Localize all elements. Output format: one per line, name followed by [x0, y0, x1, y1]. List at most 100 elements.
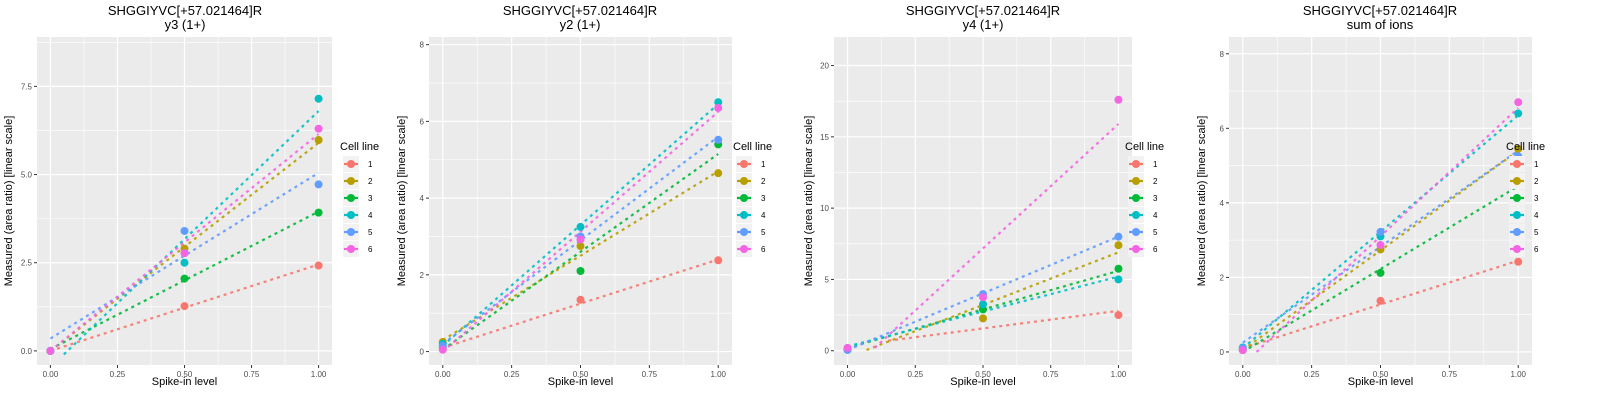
legend-label: 5	[761, 228, 766, 237]
y-tick-label: 5	[825, 275, 830, 284]
legend-label: 6	[1534, 245, 1539, 254]
x-tick-label: 0.25	[110, 370, 126, 379]
legend-label: 5	[1153, 228, 1158, 237]
legend-label: 4	[1534, 211, 1539, 220]
plot-marks	[438, 98, 723, 354]
fit-line-cell-line-2	[866, 251, 1119, 352]
data-point-cell-line-3	[1114, 264, 1123, 273]
data-point-cell-line-1	[1376, 296, 1385, 305]
data-point-cell-line-1	[714, 256, 723, 265]
x-tick-label: 0.25	[504, 370, 520, 379]
legend: Cell line 1 2 3 4 5 6	[1506, 141, 1545, 257]
y-tick-label: 6	[420, 117, 425, 126]
y-tick-label: 0	[825, 347, 830, 356]
legend-key-point	[740, 194, 748, 202]
legend-label: 4	[761, 211, 766, 220]
chart-subtitle: y2 (1+)	[560, 17, 601, 32]
legend-key-point	[347, 194, 355, 202]
legend-label: 6	[1153, 245, 1158, 254]
fit-line-cell-line-1	[1242, 259, 1519, 350]
legend-label: 6	[761, 245, 766, 254]
legend-key-point	[1132, 160, 1140, 168]
legend-label: 2	[761, 177, 766, 186]
legend-key-point	[347, 228, 355, 236]
data-point-cell-line-6	[46, 346, 55, 355]
data-point-cell-line-1	[1114, 311, 1123, 320]
data-point-cell-line-3	[314, 208, 323, 217]
fit-line-cell-line-3	[442, 153, 719, 351]
chart-title: SHGGIYVC[+57.021464]R	[1303, 3, 1457, 18]
legend-key-point	[1513, 245, 1521, 253]
data-point-cell-line-5	[1376, 227, 1385, 236]
fit-line-cell-line-3	[49, 210, 320, 351]
legend-key-point	[347, 211, 355, 219]
data-point-cell-line-4	[714, 98, 723, 107]
data-point-cell-line-5	[714, 135, 723, 144]
y-tick-label: 6	[1220, 124, 1225, 133]
data-point-cell-line-1	[576, 295, 585, 304]
y-axis-label: Measured (area ratio) [linear scale]	[803, 116, 815, 287]
data-point-cell-line-4	[1114, 275, 1123, 284]
x-tick-label: 0.25	[907, 370, 923, 379]
x-axis-label: Spike-in level	[950, 376, 1015, 388]
x-tick-label: 0.25	[1304, 370, 1320, 379]
legend-label: 1	[761, 160, 766, 169]
data-point-cell-line-5	[1114, 232, 1123, 241]
y-tick-label: 4	[420, 194, 425, 203]
data-point-cell-line-6	[1514, 98, 1523, 107]
legend-label: 1	[1534, 160, 1539, 169]
x-tick-label: 0.00	[435, 370, 451, 379]
legend-title: Cell line	[1506, 141, 1545, 153]
y-tick-label: 10	[820, 204, 829, 213]
chart-subtitle: sum of ions	[1347, 17, 1414, 32]
y-tick-label: 8	[420, 41, 425, 50]
data-point-cell-line-4	[1514, 109, 1523, 118]
legend-key-point	[1132, 228, 1140, 236]
data-point-cell-line-4	[576, 222, 585, 231]
x-tick-label: 0.00	[43, 370, 59, 379]
y-tick-label: 2.5	[21, 259, 33, 268]
data-point-cell-line-6	[438, 345, 447, 354]
fit-line-cell-line-6	[49, 133, 320, 352]
x-tick-label: 0.50	[177, 370, 193, 379]
data-point-cell-line-2	[1114, 241, 1123, 250]
data-point-cell-line-1	[314, 261, 323, 270]
y-tick-label: 5.0	[21, 171, 33, 180]
data-point-cell-line-6	[1238, 346, 1247, 355]
legend-key-point	[740, 245, 748, 253]
data-point-cell-line-2	[714, 169, 723, 178]
data-point-cell-line-6	[314, 124, 323, 133]
legend-key-point	[347, 177, 355, 185]
chart-panel-1: SHGGIYVC[+57.021464]Ry3 (1+) 0.00 0.25 0.50…	[3, 3, 379, 388]
x-tick-label: 0.50	[573, 370, 589, 379]
legend-key-point	[347, 160, 355, 168]
plot-marks	[843, 95, 1123, 355]
data-point-cell-line-5	[180, 226, 189, 235]
y-tick-label: 4	[1220, 199, 1225, 208]
x-tick-label: 0.75	[1043, 370, 1059, 379]
y-tick-label: 8	[1220, 50, 1225, 59]
x-tick-label: 0.75	[642, 370, 658, 379]
data-point-cell-line-3	[180, 274, 189, 283]
legend-label: 3	[1534, 194, 1539, 203]
fit-line-cell-line-5	[442, 135, 719, 345]
plot-marks	[1238, 98, 1523, 355]
data-point-cell-line-2	[1514, 144, 1523, 153]
data-point-cell-line-6	[1376, 240, 1385, 249]
legend-label: 4	[1153, 211, 1158, 220]
x-tick-label: 1.00	[311, 370, 327, 379]
y-tick-label: 2	[1220, 273, 1225, 282]
legend-key-point	[740, 228, 748, 236]
data-point-cell-line-1	[180, 302, 189, 311]
x-tick-label: 0.50	[975, 370, 991, 379]
x-tick-label: 0.75	[244, 370, 260, 379]
legend-label: 3	[761, 194, 766, 203]
x-tick-label: 1.00	[710, 370, 726, 379]
chart-panel-3: SHGGIYVC[+57.021464]Ry4 (1+) 0.00 0.25 0.50…	[803, 3, 1164, 388]
fit-line-cell-line-6	[442, 110, 719, 353]
legend-label: 5	[368, 228, 373, 237]
legend-title: Cell line	[733, 141, 772, 153]
legend: Cell line 1 2 3 4 5 6	[1125, 141, 1164, 257]
chart-panel-2: SHGGIYVC[+57.021464]Ry2 (1+) 0.00 0.25 0.50…	[396, 3, 772, 388]
